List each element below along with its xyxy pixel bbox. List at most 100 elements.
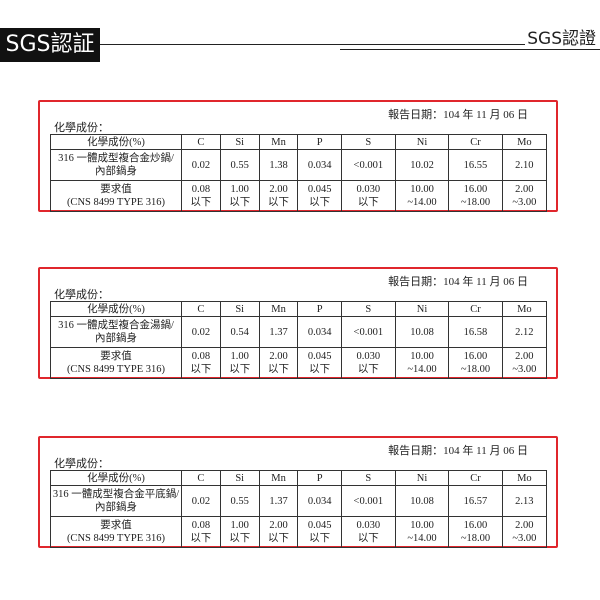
header-row: 化學成份(%) C Si Mn P S Ni Cr Mo [50,134,548,150]
cell-line: 2.00 [515,520,534,531]
table-cell: 2.10 [501,149,548,181]
cell-line: <0.001 [353,326,384,338]
cell-line: 以下 [309,364,331,375]
cell-line: 0.02 [191,326,211,338]
cell-line: 要求值 [100,351,132,362]
cell-line: 以下 [268,364,290,375]
cell-line: 以下 [229,364,251,375]
table-cell: 316 一體成型複合金湯鍋/內部鍋身 [50,316,182,348]
column-header: C [181,301,221,317]
table-cell: 1.00 以下 [219,516,260,548]
cell-line: 1.37 [269,495,288,507]
header-row: 化學成份(%) C Si Mn P S Ni Cr Mo [50,470,548,486]
table-cell: 0.08 以下 [181,180,221,212]
cell-line: (CNS 8499 TYPE 316) [66,364,166,375]
table-cell: 1.00 以下 [219,347,260,379]
table-cell: 0.045 以下 [297,347,342,379]
column-header: Mo [501,301,548,317]
cell-line: <0.001 [353,495,384,507]
cell-line: (CNS 8499 TYPE 316) [66,533,166,544]
cell-line: 10.00 [410,184,434,195]
table-row: 要求值 (CNS 8499 TYPE 316) 0.08 以下 1.00 以下 2.00 以下… [50,516,548,548]
table-cell: 要求值 (CNS 8499 TYPE 316) [50,516,182,548]
cell-line: 1.00 [230,520,249,531]
composition-table: 化學成份(%) C Si Mn P S Ni Cr Mo 316 一體成型複合金平底鍋/內部鍋身 0… [50,470,548,548]
cell-line: 1.37 [269,326,288,338]
cell-line: 16.00 [463,351,488,362]
report-date: 報告日期：104 年 11 月 06 日 [388,445,528,457]
cell-line: 2.00 [269,520,288,531]
table-cell: 10.08 [394,485,450,517]
table-cell: 16.00 ~18.00 [448,347,503,379]
table-cell: 2.00 ~3.00 [501,347,548,379]
cell-line: 1.00 [230,351,249,362]
cell-line: 以下 [268,197,290,208]
column-header: P [297,134,342,150]
composition-table: 化學成份(%) C Si Mn P S Ni Cr Mo 316 一體成型複合金炒鍋/內部鍋身 0.… [50,134,548,212]
cell-line: 16.58 [463,326,488,338]
table-cell: 0.030 以下 [340,347,396,379]
column-header: C [181,134,221,150]
cell-line: 0.08 [191,184,211,195]
table-cell: 316 一體成型複合金平底鍋/內部鍋身 [50,485,182,517]
cell-line: ~18.00 [460,197,491,208]
table-cell: 0.55 [219,149,260,181]
cell-line: ~14.00 [407,197,437,208]
table-cell: <0.001 [340,485,396,517]
cell-line: 0.030 [356,351,381,362]
column-header: C [181,470,221,486]
table-row: 316 一體成型複合金湯鍋/內部鍋身 0.02 0.54 1.37 0.034 <0.00… [50,316,548,348]
cell-line: 2.12 [515,326,534,338]
table-cell: 2.00 以下 [258,347,299,379]
cell-line: 16.00 [463,520,488,531]
cell-line: 0.045 [307,520,332,531]
table-cell: 0.030 以下 [340,516,396,548]
cell-line: ~3.00 [512,197,537,208]
cell-line: 以下 [190,197,212,208]
table-cell: 要求值 (CNS 8499 TYPE 316) [50,180,182,212]
cell-line: 16.57 [463,495,488,507]
table-cell: 1.37 [258,485,299,517]
column-header: Ni [394,470,450,486]
table-cell: 2.00 以下 [258,180,299,212]
table-cell: 2.13 [501,485,548,517]
column-header: Mo [501,134,548,150]
table-cell: 0.034 [297,149,342,181]
section-label: 化學成份： [54,122,109,134]
cell-line: 以下 [357,533,379,544]
column-header: Mn [258,134,299,150]
table-cell: 316 一體成型複合金炒鍋/內部鍋身 [50,149,182,181]
cell-line: 0.034 [307,495,332,507]
table-cell: 1.37 [258,316,299,348]
table-cell: 0.08 以下 [181,347,221,379]
table-cell: 16.00 ~18.00 [448,180,503,212]
cell-line: 0.02 [191,159,211,171]
cell-line: 以下 [357,364,379,375]
cell-line: 2.13 [515,495,534,507]
cell-line: 0.030 [356,520,381,531]
table-row: 316 一體成型複合金平底鍋/內部鍋身 0.02 0.55 1.37 0.034 <0.0… [50,485,548,517]
cell-line: 內部鍋身 [95,333,137,344]
table-row: 要求值 (CNS 8499 TYPE 316) 0.08 以下 1.00 以下 2.00 以下… [50,180,548,212]
column-header: Si [219,134,260,150]
rule [340,49,600,50]
table-cell: 0.55 [219,485,260,517]
right-title: SGS認證 [527,29,596,49]
table-cell: 16.55 [448,149,503,181]
table-cell: 0.034 [297,485,342,517]
cell-line: 2.00 [515,351,534,362]
rule [100,44,525,45]
cell-line: ~3.00 [512,364,537,375]
header-row: 化學成份(%) C Si Mn P S Ni Cr Mo [50,301,548,317]
cell-line: 0.034 [307,326,332,338]
table-cell: <0.001 [340,316,396,348]
cell-line: 10.00 [410,520,434,531]
cell-line: 以下 [357,197,379,208]
table-cell: 2.00 ~3.00 [501,180,548,212]
table-cell: 要求值 (CNS 8499 TYPE 316) [50,347,182,379]
section-label: 化學成份： [54,289,109,301]
cell-line: 以下 [229,533,251,544]
column-header: 化學成份(%) [50,301,182,317]
table-row: 要求值 (CNS 8499 TYPE 316) 0.08 以下 1.00 以下 2.00 以下… [50,347,548,379]
cell-line: 2.10 [515,159,534,171]
